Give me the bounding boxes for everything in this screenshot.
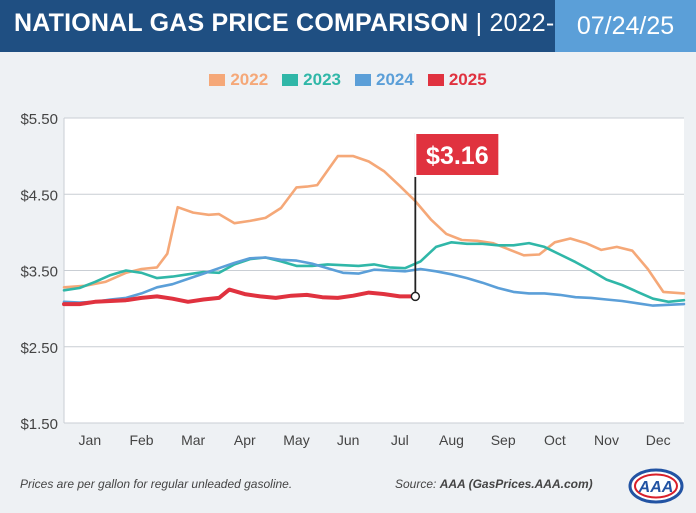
annotation-flag [414, 132, 501, 177]
chart-legend: 2022 2023 2024 2025 [0, 70, 696, 90]
y-tick-label: $4.50 [20, 187, 58, 204]
series-line-2024 [62, 256, 686, 307]
y-tick-label: $5.50 [20, 111, 58, 128]
x-tick-label-may: May [283, 432, 309, 448]
annotation-marker [410, 291, 421, 302]
source-label: Source: [395, 477, 440, 491]
legend-swatch-2023 [282, 74, 299, 86]
legend-item-2023: 2023 [282, 70, 341, 90]
x-tick-label-jun: Jun [337, 432, 360, 448]
title-separator: | [468, 9, 490, 37]
legend-label-2023: 2023 [303, 70, 341, 89]
y-tick-label: $3.50 [20, 264, 58, 281]
title-main: NATIONAL GAS PRICE COMPARISON [14, 9, 469, 37]
y-tick-label: $2.50 [20, 340, 58, 357]
x-tick-label-jul: Jul [391, 432, 409, 448]
x-tick-label-jan: Jan [79, 432, 102, 448]
x-tick-label-feb: Feb [129, 432, 153, 448]
legend-swatch-2024 [355, 74, 371, 86]
x-tick-label-dec: Dec [646, 432, 671, 448]
legend-label-2025: 2025 [448, 70, 487, 89]
series-line-2025 [62, 287, 418, 307]
line-chart: $1.50 $2.50 $3.50 $4.50 $5.50 Jan Feb Mar Apr May… [20, 111, 686, 448]
x-tick-label-apr: Apr [234, 432, 256, 448]
x-tick-label-aug: Aug [439, 432, 464, 448]
footer-note: Prices are per gallon for regular unlead… [20, 477, 293, 491]
x-tick-label-sep: Sep [491, 432, 516, 448]
legend-item-2022: 2022 [209, 70, 268, 90]
annotation-label: $3.16 [426, 142, 489, 170]
aaa-logo-icon: AAA [628, 468, 684, 504]
legend-label-2022: 2022 [230, 70, 269, 89]
legend-label-2024: 2024 [376, 70, 414, 89]
series-line-2022 [62, 154, 686, 295]
source-value: AAA (GasPrices.AAA.com) [439, 477, 593, 491]
legend-swatch-2022 [209, 74, 226, 86]
x-tick-label-mar: Mar [181, 432, 205, 448]
footer-source: Source: AAA (GasPrices.AAA.com) [395, 477, 593, 491]
svg-text:AAA: AAA [638, 479, 674, 496]
x-tick-label-oct: Oct [544, 432, 566, 448]
series-line-2023 [62, 241, 686, 304]
legend-item-2025: 2025 [427, 70, 487, 90]
x-tick-label-nov: Nov [594, 432, 619, 448]
date-badge: 07/24/25 [555, 0, 696, 52]
legend-item-2024: 2024 [355, 70, 414, 90]
y-tick-label: $1.50 [20, 416, 58, 433]
legend-swatch-2025 [427, 74, 444, 86]
